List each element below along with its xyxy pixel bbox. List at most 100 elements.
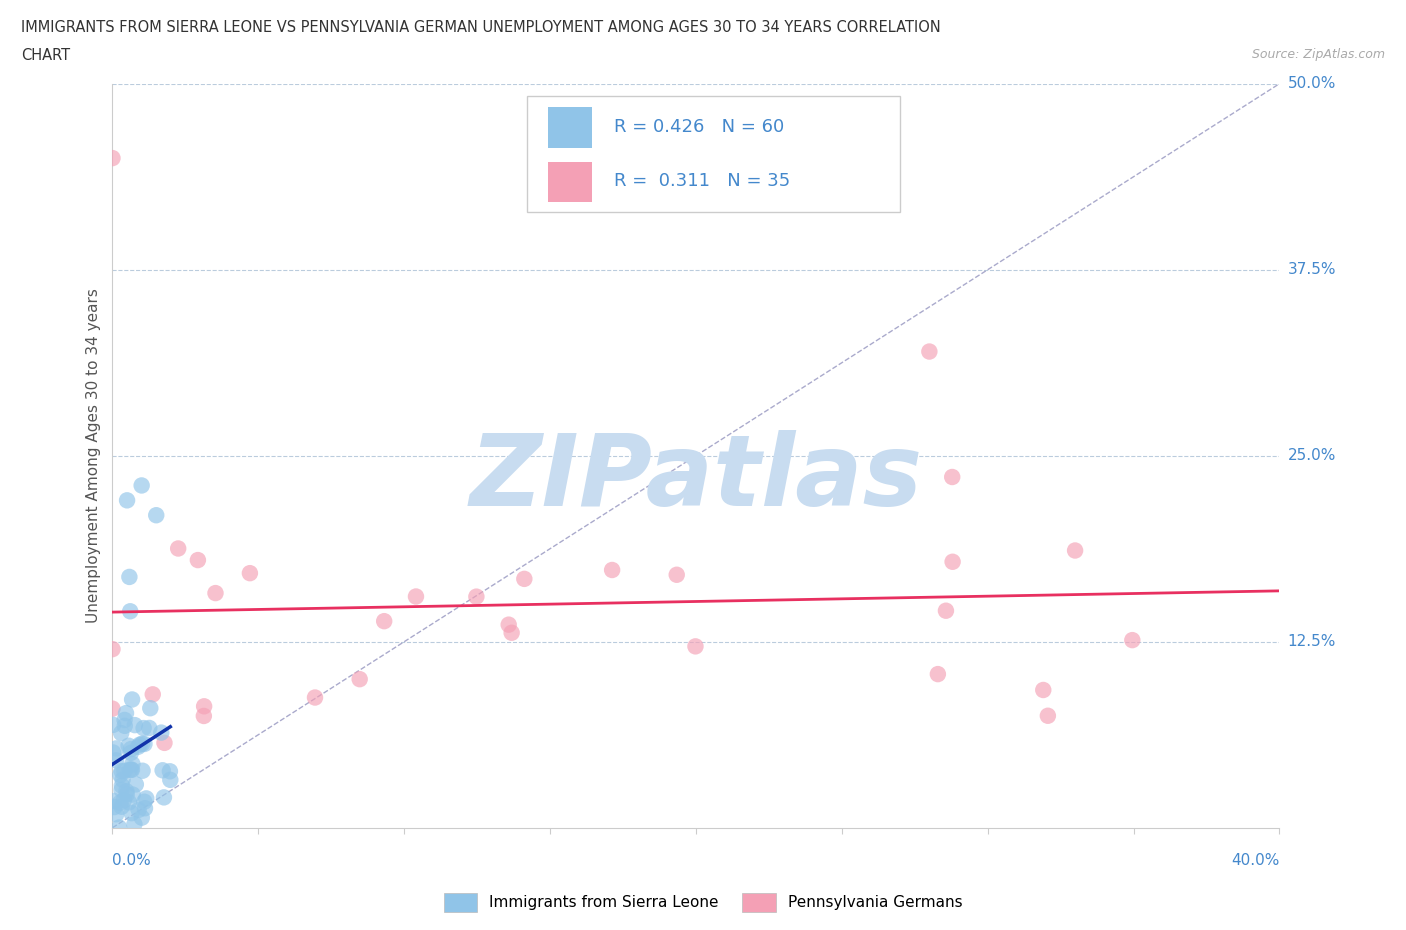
Point (204, 586, 226, 601)
Point (110, 725, 132, 740)
Point (118, 763, 141, 777)
Point (105, 753, 128, 768)
Point (167, 541, 190, 556)
Y-axis label: Unemployment Among Ages 30 to 34 years: Unemployment Among Ages 30 to 34 years (86, 288, 101, 623)
Point (131, 764, 153, 778)
Point (373, 614, 395, 629)
Point (941, 470, 963, 485)
Point (108, 795, 131, 810)
Point (942, 554, 965, 569)
Point (120, 763, 142, 777)
Point (349, 671, 371, 686)
Text: Source: ZipAtlas.com: Source: ZipAtlas.com (1251, 48, 1385, 61)
Point (134, 737, 156, 751)
Point (159, 773, 181, 788)
Point (110, 782, 132, 797)
Point (153, 736, 176, 751)
Point (918, 344, 941, 359)
Point (187, 552, 209, 567)
Point (1032, 683, 1054, 698)
Point (193, 698, 215, 713)
Point (665, 567, 688, 582)
Point (118, 795, 141, 810)
Point (112, 792, 135, 807)
Legend: Immigrants from Sierra Leone, Pennsylvania Germans: Immigrants from Sierra Leone, Pennsylvan… (437, 887, 969, 918)
Point (101, 745, 124, 760)
Point (115, 787, 138, 802)
Point (121, 692, 143, 707)
Point (1064, 543, 1087, 558)
Point (685, 639, 707, 654)
Point (134, 794, 156, 809)
Point (114, 712, 136, 727)
Point (131, 478, 153, 493)
Text: 37.5%: 37.5% (1288, 262, 1336, 277)
Point (103, 800, 125, 815)
Point (465, 590, 488, 604)
Text: 40.0%: 40.0% (1232, 853, 1279, 868)
Point (145, 508, 167, 523)
Point (121, 787, 143, 802)
Bar (548, 107, 592, 148)
Point (125, 777, 148, 791)
Text: R = 0.426   N = 60: R = 0.426 N = 60 (614, 118, 785, 137)
Point (138, 721, 160, 736)
Point (927, 667, 949, 682)
Point (101, 717, 124, 732)
Text: 25.0%: 25.0% (1288, 448, 1336, 463)
Point (131, 810, 153, 825)
FancyBboxPatch shape (527, 97, 900, 212)
Point (110, 764, 132, 778)
Point (135, 790, 157, 805)
Point (114, 718, 136, 733)
Point (498, 618, 520, 632)
Point (124, 817, 146, 831)
Point (115, 706, 138, 721)
Point (132, 721, 155, 736)
Point (150, 725, 173, 740)
Point (304, 690, 326, 705)
Point (120, 604, 142, 618)
Point (128, 737, 150, 752)
Point (121, 763, 143, 777)
Point (108, 820, 131, 835)
Point (1036, 709, 1059, 724)
Point (128, 803, 150, 817)
Point (115, 784, 138, 799)
Point (120, 745, 142, 760)
Point (405, 589, 427, 604)
Point (193, 709, 215, 724)
Point (152, 763, 174, 777)
Point (101, 151, 124, 166)
Point (153, 790, 176, 804)
Point (111, 772, 134, 787)
Point (120, 741, 142, 756)
Point (105, 807, 128, 822)
Point (103, 793, 125, 808)
Point (239, 565, 262, 580)
Point (121, 805, 143, 820)
Point (134, 801, 156, 816)
Point (110, 799, 132, 814)
Point (501, 625, 523, 640)
Bar (548, 162, 592, 203)
Point (513, 571, 536, 586)
Point (101, 701, 124, 716)
Point (1121, 632, 1143, 647)
Point (111, 778, 134, 793)
Point (142, 687, 165, 702)
Text: 50.0%: 50.0% (1288, 76, 1336, 91)
Point (124, 718, 146, 733)
Point (112, 764, 135, 778)
Point (101, 642, 124, 657)
Point (121, 756, 143, 771)
Point (139, 701, 162, 716)
Point (127, 739, 149, 754)
Text: R =  0.311   N = 35: R = 0.311 N = 35 (614, 171, 790, 190)
Text: IMMIGRANTS FROM SIERRA LEONE VS PENNSYLVANIA GERMAN UNEMPLOYMENT AMONG AGES 30 T: IMMIGRANTS FROM SIERRA LEONE VS PENNSYLV… (21, 20, 941, 35)
Point (159, 764, 181, 778)
Point (131, 737, 153, 751)
Text: CHART: CHART (21, 48, 70, 63)
Point (115, 493, 138, 508)
Text: 0.0%: 0.0% (112, 853, 152, 868)
